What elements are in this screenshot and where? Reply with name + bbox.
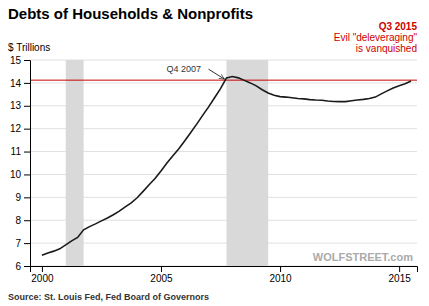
grid-line — [30, 243, 417, 244]
y-tick: 10 — [10, 169, 30, 180]
y-tick-label: 13 — [10, 100, 22, 111]
grid — [30, 60, 417, 266]
y-tick: 12 — [10, 123, 30, 134]
y-tick-label: 9 — [15, 192, 21, 203]
y-axis-title: $ Trillions — [8, 42, 50, 53]
grid-line — [30, 151, 417, 152]
grid-line — [30, 174, 417, 175]
x-tick-label: 2005 — [150, 273, 173, 284]
y-tick-mark — [24, 266, 30, 267]
x-axis: 2000 2005 2010 2015 — [31, 266, 418, 284]
y-tick-label: 8 — [15, 215, 21, 226]
y-tick-label: 11 — [11, 146, 22, 157]
x-tick: 2010 — [269, 266, 292, 284]
x-tick-label: 2000 — [31, 273, 54, 284]
watermark: WOLFSTREET.com — [313, 251, 413, 263]
y-tick-label: 15 — [10, 55, 22, 66]
y-tick-label: 12 — [10, 123, 22, 134]
y-tick: 9 — [15, 192, 30, 203]
x-tick-label: 2015 — [389, 273, 412, 284]
y-tick-label: 7 — [15, 238, 21, 249]
chart: 2000 2005 2010 2015 6 7 8 9 10 11 12 13 14 15 Debts of… — [0, 0, 429, 306]
y-tick-mark — [24, 197, 30, 198]
y-tick: 6 — [15, 261, 30, 272]
y-axis: 6 7 8 9 10 11 12 13 14 15 — [10, 55, 31, 272]
grid-line — [30, 60, 417, 61]
y-tick: 13 — [10, 100, 30, 111]
recession-band — [66, 60, 84, 266]
x-tick-label: 2010 — [269, 273, 292, 284]
reference-line — [30, 80, 417, 81]
y-tick-mark — [24, 83, 30, 84]
recession-band — [226, 60, 268, 266]
data-line — [42, 76, 411, 255]
y-tick-mark — [24, 60, 30, 61]
annotation: Q4 2007 — [166, 64, 201, 74]
marks — [30, 60, 417, 266]
note: is vanquished — [356, 43, 417, 54]
x-tick: 2000 — [31, 266, 54, 284]
x-tick-mark — [399, 266, 400, 272]
source: Source: St. Louis Fed, Fed Board of Gove… — [8, 292, 209, 302]
y-tick-mark — [24, 106, 30, 107]
y-tick: 15 — [10, 55, 30, 66]
y-tick-mark — [24, 220, 30, 221]
y-tick-mark — [24, 152, 30, 153]
x-tick: 2005 — [150, 266, 173, 284]
y-tick-mark — [24, 129, 30, 130]
y-tick-label: 10 — [10, 169, 22, 180]
x-axis-line — [31, 267, 418, 273]
y-tick-mark — [24, 243, 30, 244]
annotation-arrow — [208, 69, 224, 79]
x-tick-mark — [161, 266, 162, 272]
note: Evil "deleveraging" — [334, 32, 418, 43]
x-tick-mark — [280, 266, 281, 272]
title: Debts of Households & Nonprofits — [8, 5, 253, 22]
y-tick-label: 14 — [10, 78, 22, 89]
grid-line — [30, 105, 417, 106]
y-tick: 7 — [15, 238, 30, 249]
y-axis-line — [24, 61, 31, 267]
grid-line — [30, 197, 417, 198]
y-tick-mark — [24, 174, 30, 175]
x-tick-mark — [42, 266, 43, 272]
x-tick: 2015 — [389, 266, 412, 284]
y-tick: 11 — [11, 146, 30, 157]
y-tick: 14 — [10, 78, 30, 89]
y-tick: 8 — [15, 215, 30, 226]
note: Q3 2015 — [379, 21, 418, 32]
plot: 2000 2005 2010 2015 6 7 8 9 10 11 12 13 14 15 — [10, 55, 418, 284]
grid-line — [30, 220, 417, 221]
grid-line — [30, 128, 417, 129]
y-tick-label: 6 — [15, 261, 21, 272]
